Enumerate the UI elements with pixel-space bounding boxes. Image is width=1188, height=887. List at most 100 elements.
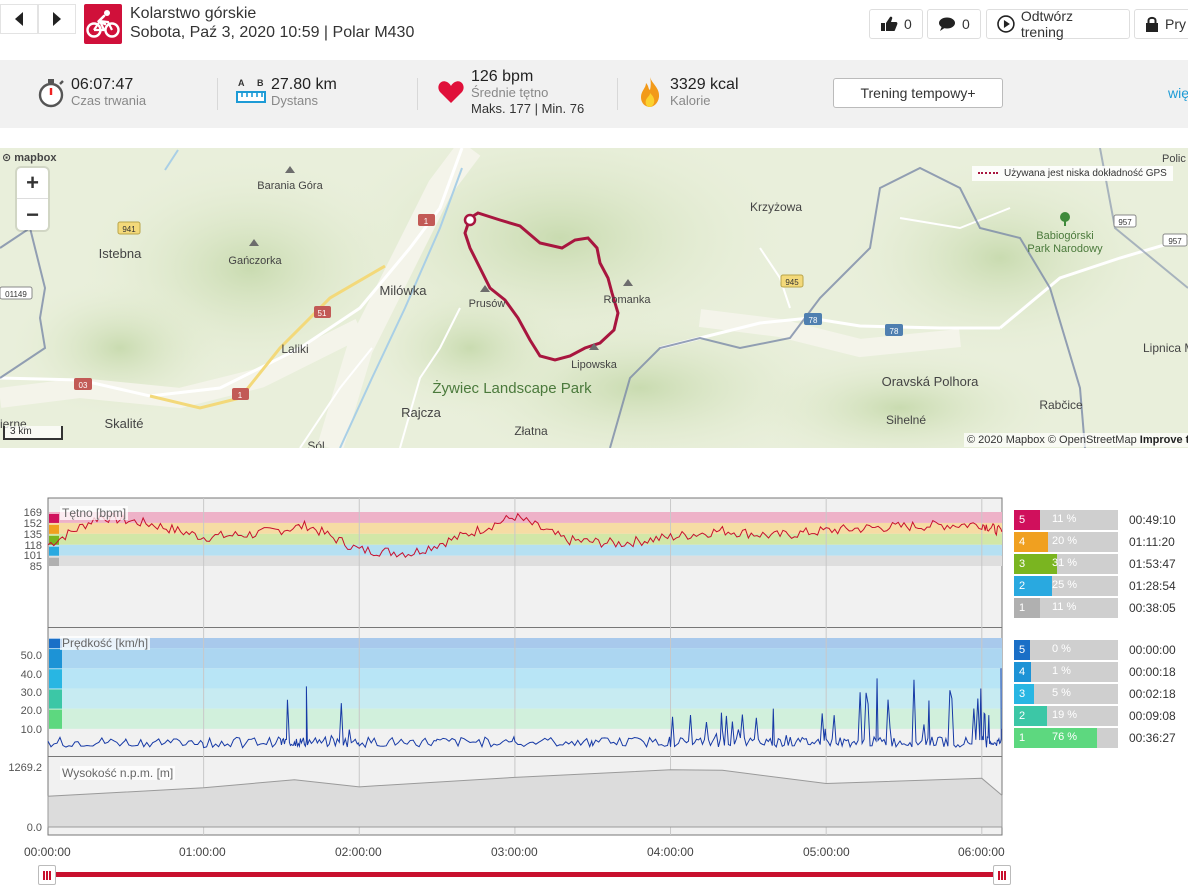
road-number: 957 — [1168, 237, 1182, 246]
road-number: 941 — [122, 225, 136, 234]
map-label: Rabčice — [1039, 398, 1083, 412]
activity-header: Kolarstwo górskie Sobota, Paź 3, 2020 10… — [0, 0, 1188, 48]
altitude-area — [47, 769, 1003, 828]
zoom-control: + − — [17, 168, 48, 230]
distance-ab-icon: A B — [236, 78, 266, 106]
zoom-in-button[interactable]: + — [17, 168, 48, 199]
hr-ytick: 118 — [24, 540, 42, 552]
altitude-chart-title: Wysokość n.p.m. [m] — [60, 766, 176, 780]
speed-zone-row: 3 5 % 00:02:18 — [1014, 684, 1188, 704]
map-label: Krzyżowa — [750, 200, 802, 214]
map-label: Sól — [307, 439, 324, 448]
lock-icon — [1146, 16, 1158, 32]
speed-zone-marker — [49, 709, 62, 729]
speed-ytick: 10.0 — [20, 724, 42, 736]
map-label: Istebna — [99, 246, 142, 261]
map-label: Żywiec Landscape Park — [432, 379, 592, 397]
play-circle-icon — [997, 15, 1015, 33]
hr-ytick: 135 — [23, 529, 42, 541]
heart-rate-metric: 126 bpm Średnie tętno Maks. 177 | Min. 7… — [438, 60, 613, 128]
map-label: Lipnica M — [1143, 341, 1188, 355]
map-label: Złatna — [514, 424, 548, 438]
road-number: 51 — [318, 309, 327, 318]
hr-zone-band — [49, 512, 1002, 523]
map-label: Lipowska — [571, 359, 618, 371]
road-number: 945 — [785, 278, 799, 287]
speed-zone-band — [49, 668, 1002, 689]
road-number: 1 — [424, 217, 429, 226]
map-label: Oravská Polhora — [882, 374, 980, 389]
gps-accuracy-note: Używana jest niska dokładność GPS — [972, 166, 1173, 181]
stopwatch-icon — [38, 79, 64, 108]
flame-icon — [641, 77, 660, 107]
route-map[interactable]: Barania Góra Istebna Gańczorka Milówka L… — [0, 148, 1188, 448]
hr-zone-band — [49, 533, 1002, 545]
timeline-start-handle[interactable] — [38, 865, 56, 885]
speed-zone-band — [49, 648, 1002, 669]
like-button[interactable]: 0 — [869, 9, 923, 39]
more-link[interactable]: więcej — [1168, 85, 1188, 101]
tempo-training-button[interactable]: Trening tempowy+ — [833, 78, 1003, 108]
hr-zone-marker — [49, 524, 59, 534]
replay-training-button[interactable]: Odtwórz trening — [986, 8, 1130, 40]
divider — [417, 78, 418, 110]
divider — [617, 78, 618, 110]
hr-ytick: 85 — [29, 561, 42, 573]
speed-ytick: 30.0 — [20, 687, 42, 699]
speed-zone-marker — [49, 639, 62, 649]
time-xtick: 01:00:00 — [179, 845, 226, 859]
hr-zone-band — [49, 522, 1002, 534]
speed-ytick: 20.0 — [20, 705, 42, 717]
map-label: Sihelné — [886, 413, 926, 427]
map-label: Milówka — [380, 283, 428, 298]
hr-zone-marker — [49, 535, 59, 545]
improve-map-link[interactable]: Improve t — [1139, 434, 1188, 446]
road-number: 03 — [79, 381, 88, 390]
activity-sport: Kolarstwo górskie — [130, 5, 257, 22]
time-xtick: 03:00:00 — [491, 845, 538, 859]
speed-zone-row: 4 1 % 00:00:18 — [1014, 662, 1188, 682]
speed-zone-marker — [49, 649, 62, 669]
speed-zone-row: 2 19 % 00:09:08 — [1014, 706, 1188, 726]
timeline-range-track[interactable] — [47, 872, 1002, 877]
privacy-button[interactable]: Pry — [1134, 9, 1188, 39]
comment-icon — [939, 17, 955, 31]
zoom-out-button[interactable]: − — [26, 201, 39, 227]
speed-zone-marker — [49, 689, 62, 709]
thumbs-up-icon — [881, 16, 898, 31]
previous-activity-button[interactable] — [0, 4, 38, 34]
speed-zone-row: 1 76 % 00:36:27 — [1014, 728, 1188, 748]
hr-ytick: 101 — [23, 550, 42, 562]
like-count: 0 — [904, 16, 912, 32]
speed-chart-title: Prędkość [km/h] — [60, 636, 151, 650]
road-number: 01149 — [5, 290, 27, 299]
hr-zone-row: 5 11 % 00:49:10 — [1014, 510, 1188, 530]
training-charts[interactable] — [0, 490, 1188, 887]
comment-button[interactable]: 0 — [927, 9, 981, 39]
map-label: Rajcza — [401, 405, 442, 420]
mountain-bike-icon — [84, 4, 122, 44]
road-number: 957 — [1118, 218, 1132, 227]
map-label: Polic — [1162, 153, 1186, 165]
road-number: 78 — [809, 316, 818, 325]
timeline-end-handle[interactable] — [993, 865, 1011, 885]
map-attribution[interactable]: © 2020 Mapbox © OpenStreetMap Improve t — [964, 433, 1188, 447]
altitude-ytick: 1269.2 — [8, 762, 42, 774]
speed-zone-marker — [49, 669, 62, 689]
map-label: Laliki — [281, 342, 308, 356]
activity-datetime-device: Sobota, Paź 3, 2020 10:59 | Polar M430 — [130, 24, 415, 41]
time-xtick: 04:00:00 — [647, 845, 694, 859]
altitude-ytick: 0.0 — [26, 822, 42, 834]
hr-zone-marker — [49, 546, 59, 556]
distance-metric: A B 27.80 km Dystans — [236, 76, 337, 108]
dotted-line-icon — [978, 172, 998, 175]
road-number: 1 — [238, 391, 243, 400]
road-number: 78 — [890, 327, 899, 336]
hr-zone-marker — [49, 514, 59, 523]
next-activity-button[interactable] — [38, 4, 76, 34]
heart-rate-line — [47, 512, 1003, 559]
hr-zone-marker — [49, 557, 59, 566]
heart-rate-chart-title: Tętno [bpm] — [60, 506, 129, 520]
time-xtick: 06:00:00 — [958, 845, 1005, 859]
hr-zone-row: 1 11 % 00:38:05 — [1014, 598, 1188, 618]
